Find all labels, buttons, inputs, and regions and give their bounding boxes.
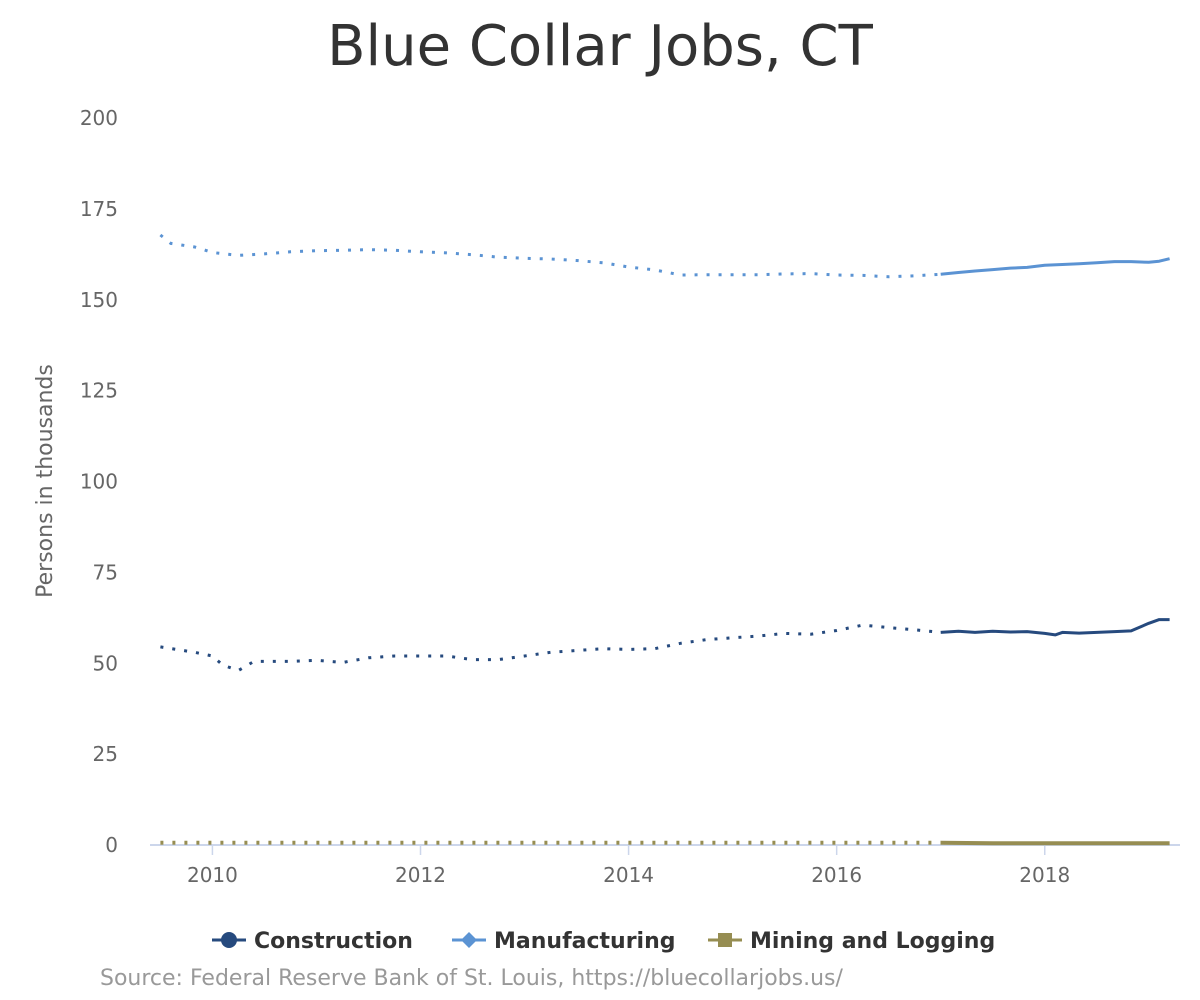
y-tick-label: 50 xyxy=(93,651,118,675)
y-tick-label: 175 xyxy=(80,197,118,221)
legend-item-manufacturing[interactable]: Manufacturing xyxy=(452,929,676,954)
x-tick-label: 2018 xyxy=(1019,863,1070,887)
series-construction-line xyxy=(940,618,1170,637)
legend-label: Construction xyxy=(254,929,413,954)
y-axis-title: Persons in thousands xyxy=(33,364,58,598)
x-tick-label: 2010 xyxy=(187,863,238,887)
y-tick-label: 150 xyxy=(80,288,118,312)
legend[interactable]: Construction Manufacturing Mining and Logg… xyxy=(212,929,995,954)
y-tick-label: 0 xyxy=(105,833,118,857)
y-tick-label: 200 xyxy=(80,106,118,130)
series-layer xyxy=(159,233,1170,846)
legend-item-mining-and-logging[interactable]: Mining and Logging xyxy=(708,929,995,954)
legend-diamond-marker-icon xyxy=(461,932,477,948)
x-tick-label: 2016 xyxy=(811,863,862,887)
legend-square-marker-icon xyxy=(718,933,732,947)
x-tick-label: 2014 xyxy=(603,863,654,887)
source-credit: Source: Federal Reserve Bank of St. Loui… xyxy=(100,966,843,991)
y-tick-label: 125 xyxy=(80,379,118,403)
series-manufacturing-line xyxy=(940,257,1170,276)
y-tick-label: 100 xyxy=(80,470,118,494)
y-tick-label: 25 xyxy=(93,742,118,766)
x-axis-ticks: 2010 2012 2014 2016 2018 xyxy=(187,845,1070,887)
series-manufacturing-estimated-line xyxy=(159,233,941,279)
legend-circle-marker-icon xyxy=(221,932,237,948)
series-construction-estimated-line xyxy=(160,623,941,673)
legend-item-construction[interactable]: Construction xyxy=(212,929,413,954)
legend-label: Manufacturing xyxy=(494,929,676,954)
chart-title: Blue Collar Jobs, CT xyxy=(327,14,873,79)
y-axis-ticks: 0 25 50 75 100 125 150 175 200 xyxy=(80,106,118,857)
x-tick-label: 2012 xyxy=(395,863,446,887)
y-tick-label: 75 xyxy=(93,560,118,584)
legend-label: Mining and Logging xyxy=(750,929,995,954)
